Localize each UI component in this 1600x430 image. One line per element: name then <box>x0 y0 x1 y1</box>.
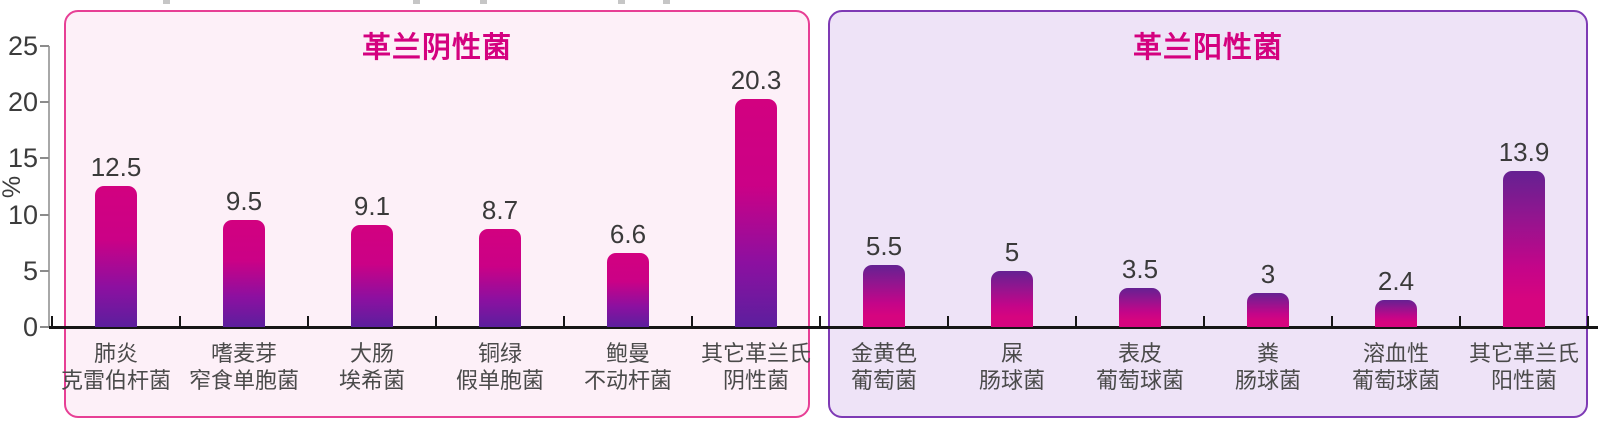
bar-gram-negative-1 <box>223 220 265 327</box>
category-label-line: 金黄色 <box>850 341 917 366</box>
crop-artifact-mark <box>163 0 170 4</box>
panel-title-gram-positive: 革兰阳性菌 <box>1132 32 1283 64</box>
x-tick <box>563 316 565 326</box>
y-tick <box>40 214 49 216</box>
bar-gram-negative-4 <box>607 253 649 327</box>
category-label-line: 克雷伯杆菌 <box>60 368 171 393</box>
category-label-line: 阳性菌 <box>1490 368 1557 393</box>
category-label-line: 阴性菌 <box>722 368 789 393</box>
x-tick <box>819 316 821 326</box>
bar-gram-negative-3 <box>479 229 521 327</box>
crop-artifact-mark <box>618 0 625 4</box>
y-tick-label: 0 <box>22 312 38 342</box>
bar-gram-negative-5 <box>735 99 777 327</box>
category-label-line: 嗜麦芽 <box>210 341 277 366</box>
category-label: 其它革兰氏 阳性菌 <box>1449 340 1599 394</box>
bar-value-label: 9.5 <box>225 186 263 216</box>
y-tick-label: 20 <box>7 87 38 117</box>
y-axis-title-percent: % <box>0 175 26 199</box>
x-tick <box>691 316 693 326</box>
category-label-line: 其它革兰氏 <box>1468 341 1579 366</box>
category-label: 铜绿 假单胞菌 <box>425 340 575 394</box>
crop-artifact-mark <box>413 0 420 4</box>
category-label-line: 肠球菌 <box>1234 368 1301 393</box>
bar-gram-positive-1 <box>991 271 1033 327</box>
category-label-line: 肺炎 <box>93 341 138 366</box>
category-label-line: 屎 <box>1000 341 1023 366</box>
x-tick <box>1459 316 1461 326</box>
panel-gram-positive: 革兰阳性菌 <box>828 10 1588 418</box>
category-label: 金黄色 葡萄菌 <box>809 340 959 394</box>
x-tick <box>1075 316 1077 326</box>
x-axis-baseline <box>49 326 1598 329</box>
category-label-line: 铜绿 <box>477 341 522 366</box>
bar-gram-negative-2 <box>351 225 393 327</box>
x-tick <box>1203 316 1205 326</box>
x-tick <box>435 316 437 326</box>
y-tick <box>40 157 49 159</box>
category-label-line: 不动杆菌 <box>583 368 672 393</box>
bar-value-label: 12.5 <box>90 152 142 182</box>
category-label-line: 葡萄球菌 <box>1095 368 1184 393</box>
crop-artifact-mark <box>663 0 670 4</box>
category-label: 粪肠球菌 <box>1193 340 1343 394</box>
bar-gram-positive-2 <box>1119 288 1161 327</box>
category-label: 溶血性 葡萄球菌 <box>1321 340 1471 394</box>
category-label-line: 其它革兰氏 <box>700 341 811 366</box>
bar-gram-negative-0 <box>95 186 137 327</box>
category-label-line: 表皮 <box>1117 341 1162 366</box>
category-label-line: 鲍曼 <box>605 341 650 366</box>
category-label-line: 肠球菌 <box>978 368 1045 393</box>
category-label-line: 葡萄球菌 <box>1351 368 1440 393</box>
x-tick <box>51 316 53 326</box>
bar-value-label: 6.6 <box>609 219 647 249</box>
category-label: 鲍曼 不动杆菌 <box>553 340 703 394</box>
bar-value-label: 8.7 <box>481 195 519 225</box>
y-tick-label: 25 <box>7 31 38 61</box>
y-tick-label: 15 <box>7 143 38 173</box>
bar-value-label: 20.3 <box>730 65 782 95</box>
bar-value-label: 3 <box>1260 259 1276 289</box>
category-label: 肺炎 克雷伯杆菌 <box>41 340 191 394</box>
bar-value-label: 5.5 <box>865 231 903 261</box>
x-tick <box>1587 316 1589 326</box>
category-label-line: 葡萄菌 <box>850 368 917 393</box>
bar-value-label: 9.1 <box>353 191 391 221</box>
category-label-line: 大肠 <box>349 341 394 366</box>
category-label-line: 溶血性 <box>1362 341 1429 366</box>
bar-value-label: 3.5 <box>1121 254 1159 284</box>
bar-gram-positive-3 <box>1247 293 1289 327</box>
bar-value-label: 2.4 <box>1377 266 1415 296</box>
bar-gram-positive-4 <box>1375 300 1417 327</box>
category-label: 嗜麦芽 窄食单胞菌 <box>169 340 319 394</box>
category-label: 其它革兰氏 阴性菌 <box>681 340 831 394</box>
x-tick <box>307 316 309 326</box>
bar-gram-positive-0 <box>863 265 905 327</box>
x-tick <box>179 316 181 326</box>
category-label-line: 埃希菌 <box>338 368 405 393</box>
y-tick <box>40 270 49 272</box>
category-label-line: 粪 <box>1256 341 1279 366</box>
category-label-line: 假单胞菌 <box>455 368 544 393</box>
bar-value-label: 5 <box>1004 237 1020 267</box>
category-label-line: 窄食单胞菌 <box>188 368 299 393</box>
y-tick <box>40 101 49 103</box>
y-axis-line <box>48 46 50 327</box>
y-tick-label: 5 <box>22 256 38 286</box>
bar-gram-positive-5 <box>1503 171 1545 327</box>
bar-value-label: 13.9 <box>1498 137 1550 167</box>
x-tick <box>1331 316 1333 326</box>
category-label: 表皮 葡萄球菌 <box>1065 340 1215 394</box>
crop-artifact-mark <box>480 0 487 4</box>
panel-title-gram-negative: 革兰阴性菌 <box>361 32 512 64</box>
category-label: 大肠 埃希菌 <box>297 340 447 394</box>
y-tick <box>40 326 49 328</box>
y-tick-label: 10 <box>7 200 38 230</box>
y-tick <box>40 45 49 47</box>
panel-gram-negative: 革兰阴性菌 <box>64 10 810 418</box>
category-label: 屎肠球菌 <box>937 340 1087 394</box>
x-tick <box>947 316 949 326</box>
